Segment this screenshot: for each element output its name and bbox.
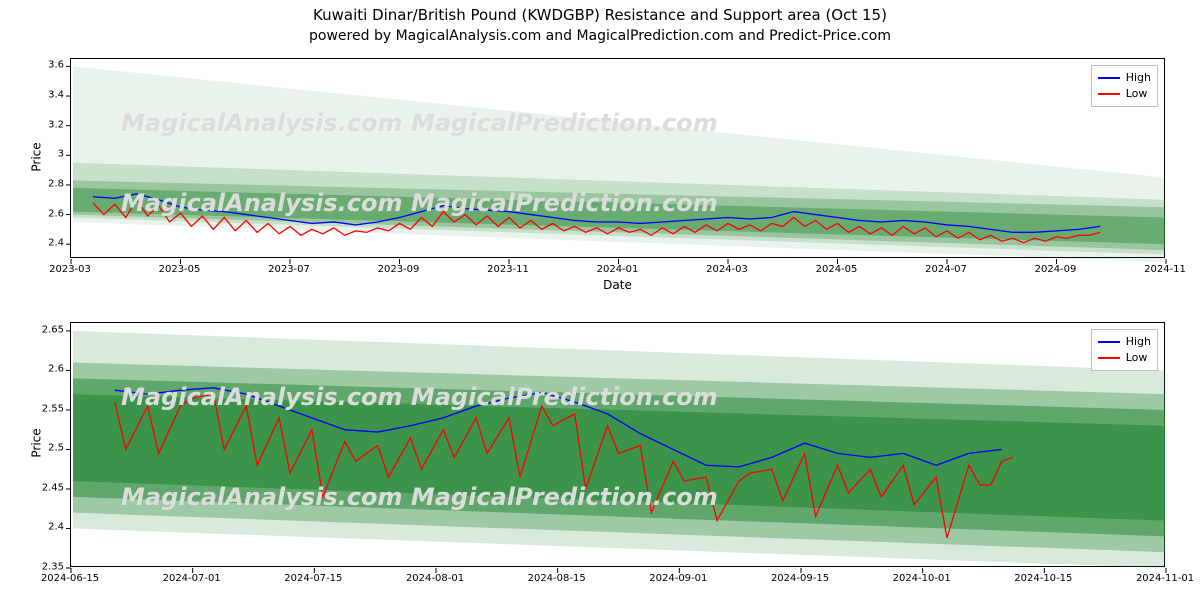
x-tick-label: 2024-07-15 — [284, 573, 342, 584]
legend-label: High — [1126, 334, 1151, 350]
x-tick-label: 2023-09 — [378, 264, 420, 275]
x-tick-label: 2024-09-01 — [649, 573, 707, 584]
x-tick-label: 2023-05 — [159, 264, 201, 275]
x-tick-label: 2023-07 — [268, 264, 310, 275]
y-tick-label: 3.2 — [36, 119, 64, 130]
legend: High Low — [1091, 65, 1158, 107]
x-tick-label: 2024-05 — [816, 264, 858, 275]
x-tick-label: 2024-07 — [925, 264, 967, 275]
x-tick-label: 2024-08-15 — [528, 573, 586, 584]
y-tick-label: 2.65 — [36, 324, 64, 335]
y-tick-label: 2.5 — [36, 443, 64, 454]
x-tick-label: 2024-03 — [706, 264, 748, 275]
y-tick-label: 2.6 — [36, 208, 64, 219]
x-tick-label: 2024-08-01 — [406, 573, 464, 584]
x-tick-label: 2024-11 — [1144, 264, 1186, 275]
legend-swatch — [1098, 93, 1120, 95]
top-chart-svg — [71, 59, 1166, 259]
legend-item-low: Low — [1098, 350, 1151, 366]
x-tick-label: 2023-11 — [487, 264, 529, 275]
legend-swatch — [1098, 357, 1120, 359]
legend: High Low — [1091, 329, 1158, 371]
bottom-chart-axes: MagicalAnalysis.com MagicalPrediction.co… — [70, 322, 1165, 567]
figure: Kuwaiti Dinar/British Pound (KWDGBP) Res… — [0, 0, 1200, 600]
x-tick-label: 2024-06-15 — [41, 573, 99, 584]
x-tick-label: 2024-09-15 — [771, 573, 829, 584]
x-axis-label: Date — [70, 278, 1165, 292]
y-tick-label: 2.45 — [36, 482, 64, 493]
y-tick-label: 2.4 — [36, 238, 64, 249]
y-tick-label: 2.35 — [36, 562, 64, 573]
y-tick-label: 3 — [36, 149, 64, 160]
y-tick-label: 3.4 — [36, 90, 64, 101]
chart-subtitle: powered by MagicalAnalysis.com and Magic… — [0, 28, 1200, 44]
bottom-chart-svg — [71, 323, 1166, 568]
x-tick-label: 2024-10-15 — [1014, 573, 1072, 584]
legend-item-high: High — [1098, 70, 1151, 86]
x-tick-label: 2024-07-01 — [163, 573, 221, 584]
top-chart-axes: MagicalAnalysis.com MagicalPrediction.co… — [70, 58, 1165, 258]
x-tick-label: 2023-03 — [49, 264, 91, 275]
x-tick-label: 2024-01 — [597, 264, 639, 275]
legend-item-high: High — [1098, 334, 1151, 350]
legend-swatch — [1098, 341, 1120, 343]
legend-label: Low — [1126, 350, 1148, 366]
legend-swatch — [1098, 77, 1120, 79]
legend-label: High — [1126, 70, 1151, 86]
y-tick-label: 2.4 — [36, 522, 64, 533]
y-tick-label: 2.8 — [36, 178, 64, 189]
x-tick-label: 2024-11-01 — [1136, 573, 1194, 584]
y-tick-label: 2.55 — [36, 403, 64, 414]
legend-item-low: Low — [1098, 86, 1151, 102]
legend-label: Low — [1126, 86, 1148, 102]
y-tick-label: 3.6 — [36, 60, 64, 71]
chart-title: Kuwaiti Dinar/British Pound (KWDGBP) Res… — [0, 6, 1200, 24]
x-tick-label: 2024-10-01 — [893, 573, 951, 584]
y-tick-label: 2.6 — [36, 364, 64, 375]
x-tick-label: 2024-09 — [1035, 264, 1077, 275]
